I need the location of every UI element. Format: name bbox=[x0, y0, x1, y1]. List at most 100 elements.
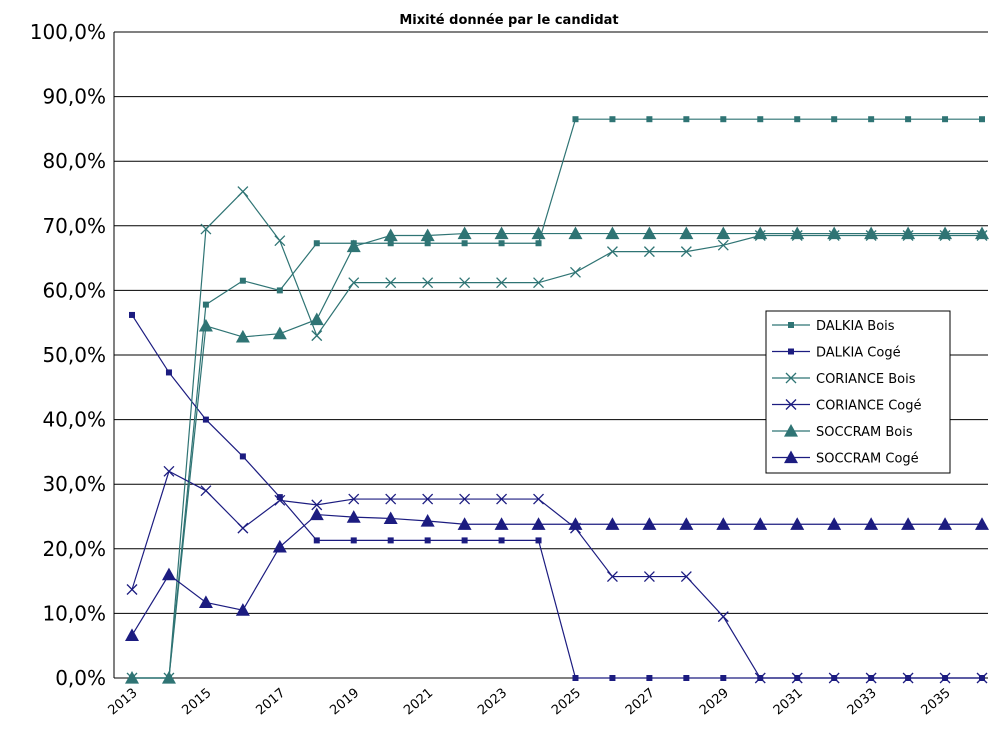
data-point-stroke bbox=[274, 235, 286, 247]
x-tick-label: 2019 bbox=[327, 686, 362, 719]
data-point-triangle bbox=[346, 510, 361, 523]
data-point-square bbox=[276, 287, 283, 294]
data-point-square bbox=[239, 453, 246, 460]
data-point-stroke bbox=[496, 277, 508, 289]
y-tick-label: 0,0% bbox=[55, 666, 106, 690]
legend-label: CORIANCE Bois bbox=[816, 372, 916, 387]
data-point-x bbox=[533, 277, 544, 289]
data-point-stroke bbox=[385, 277, 397, 289]
data-point-x bbox=[496, 277, 508, 289]
data-point-x bbox=[643, 571, 655, 583]
data-point-stroke bbox=[939, 672, 951, 684]
data-point-square bbox=[424, 537, 431, 544]
data-point-x bbox=[311, 499, 323, 511]
data-point-stroke bbox=[606, 571, 618, 583]
data-point-triangle bbox=[198, 318, 213, 332]
y-tick-label: 20,0% bbox=[42, 537, 106, 561]
data-point-stroke bbox=[496, 493, 508, 505]
data-point-triangle bbox=[716, 226, 731, 240]
data-point-triangle bbox=[605, 517, 620, 530]
data-point-square bbox=[572, 675, 579, 681]
data-point-triangle bbox=[679, 226, 694, 240]
series-line bbox=[132, 232, 982, 679]
data-point-stroke bbox=[311, 499, 323, 511]
legend-item: DALKIA Cogé bbox=[772, 346, 901, 361]
data-point-stroke bbox=[459, 277, 471, 289]
data-point-triangle bbox=[605, 226, 620, 240]
y-tick-label: 40,0% bbox=[42, 408, 106, 432]
series-soccram-bois bbox=[125, 226, 989, 684]
x-tick-label: 2013 bbox=[106, 686, 141, 719]
data-point-stroke bbox=[865, 672, 877, 684]
data-point-triangle bbox=[975, 226, 989, 240]
data-point-x bbox=[785, 399, 797, 410]
data-point-square bbox=[387, 537, 394, 544]
data-point-triangle bbox=[827, 226, 842, 240]
data-point-x bbox=[459, 493, 471, 505]
data-point-x bbox=[385, 493, 397, 505]
data-point-square bbox=[535, 537, 542, 544]
data-point-square bbox=[788, 322, 794, 328]
data-point-x bbox=[570, 266, 581, 278]
chart-title: Mixité donnée par le candidat bbox=[399, 13, 618, 28]
data-point-square bbox=[905, 116, 912, 123]
legend-item: CORIANCE Cogé bbox=[772, 399, 922, 414]
data-point-triangle bbox=[642, 517, 657, 530]
data-point-triangle bbox=[901, 226, 916, 240]
series-soccram-cog- bbox=[125, 507, 989, 641]
legend-label: DALKIA Cogé bbox=[816, 346, 901, 361]
data-point-stroke bbox=[459, 493, 471, 505]
data-point-stroke bbox=[717, 611, 729, 623]
data-point-stroke bbox=[680, 571, 692, 583]
x-tick-label: 2029 bbox=[697, 686, 732, 719]
data-point-x bbox=[348, 277, 360, 289]
data-point-stroke bbox=[754, 672, 766, 684]
x-tick-label: 2031 bbox=[771, 686, 806, 719]
data-point-stroke bbox=[385, 493, 397, 505]
data-point-square bbox=[646, 675, 653, 681]
data-point-x bbox=[902, 672, 914, 684]
data-point-square bbox=[609, 116, 616, 123]
data-point-triangle bbox=[235, 603, 250, 616]
x-tick-label: 2025 bbox=[549, 686, 584, 719]
data-point-square bbox=[202, 416, 209, 423]
data-point-square bbox=[794, 116, 801, 123]
data-point-square bbox=[313, 537, 320, 544]
data-point-stroke bbox=[976, 672, 988, 684]
data-point-square bbox=[609, 675, 616, 681]
data-point-triangle bbox=[827, 517, 842, 530]
data-point-x bbox=[865, 672, 877, 684]
data-point-stroke bbox=[200, 485, 212, 497]
data-point-x bbox=[939, 672, 951, 684]
data-point-triangle bbox=[161, 567, 176, 581]
data-point-x bbox=[643, 246, 655, 258]
data-point-x bbox=[422, 277, 434, 289]
data-point-triangle bbox=[309, 507, 324, 521]
data-point-x bbox=[754, 672, 766, 684]
legend: DALKIA Bois DALKIA Cogé CORIANCE Bois CORIA… bbox=[765, 310, 951, 474]
data-point-x bbox=[496, 493, 508, 505]
data-point-square bbox=[788, 348, 794, 355]
data-point-triangle bbox=[420, 514, 435, 527]
legend-label: DALKIA Bois bbox=[816, 319, 895, 334]
data-point-triangle bbox=[938, 517, 953, 530]
data-point-x bbox=[200, 223, 212, 235]
data-point-stroke bbox=[828, 672, 840, 684]
y-tick-label: 70,0% bbox=[42, 214, 106, 238]
data-point-square bbox=[646, 116, 653, 123]
x-tick-label: 2035 bbox=[919, 686, 954, 719]
data-point-square bbox=[276, 494, 283, 501]
data-point-square bbox=[461, 537, 468, 544]
data-point-triangle bbox=[642, 226, 657, 240]
data-point-x bbox=[274, 235, 286, 247]
data-point-x bbox=[385, 277, 397, 289]
data-point-triangle bbox=[679, 517, 694, 530]
data-point-x bbox=[237, 522, 249, 534]
data-point-square bbox=[831, 116, 838, 123]
data-point-triangle bbox=[784, 450, 798, 464]
data-point-triangle bbox=[457, 517, 472, 530]
data-point-stroke bbox=[643, 571, 655, 583]
x-tick-label: 2023 bbox=[475, 686, 510, 719]
data-point-x bbox=[680, 246, 692, 258]
